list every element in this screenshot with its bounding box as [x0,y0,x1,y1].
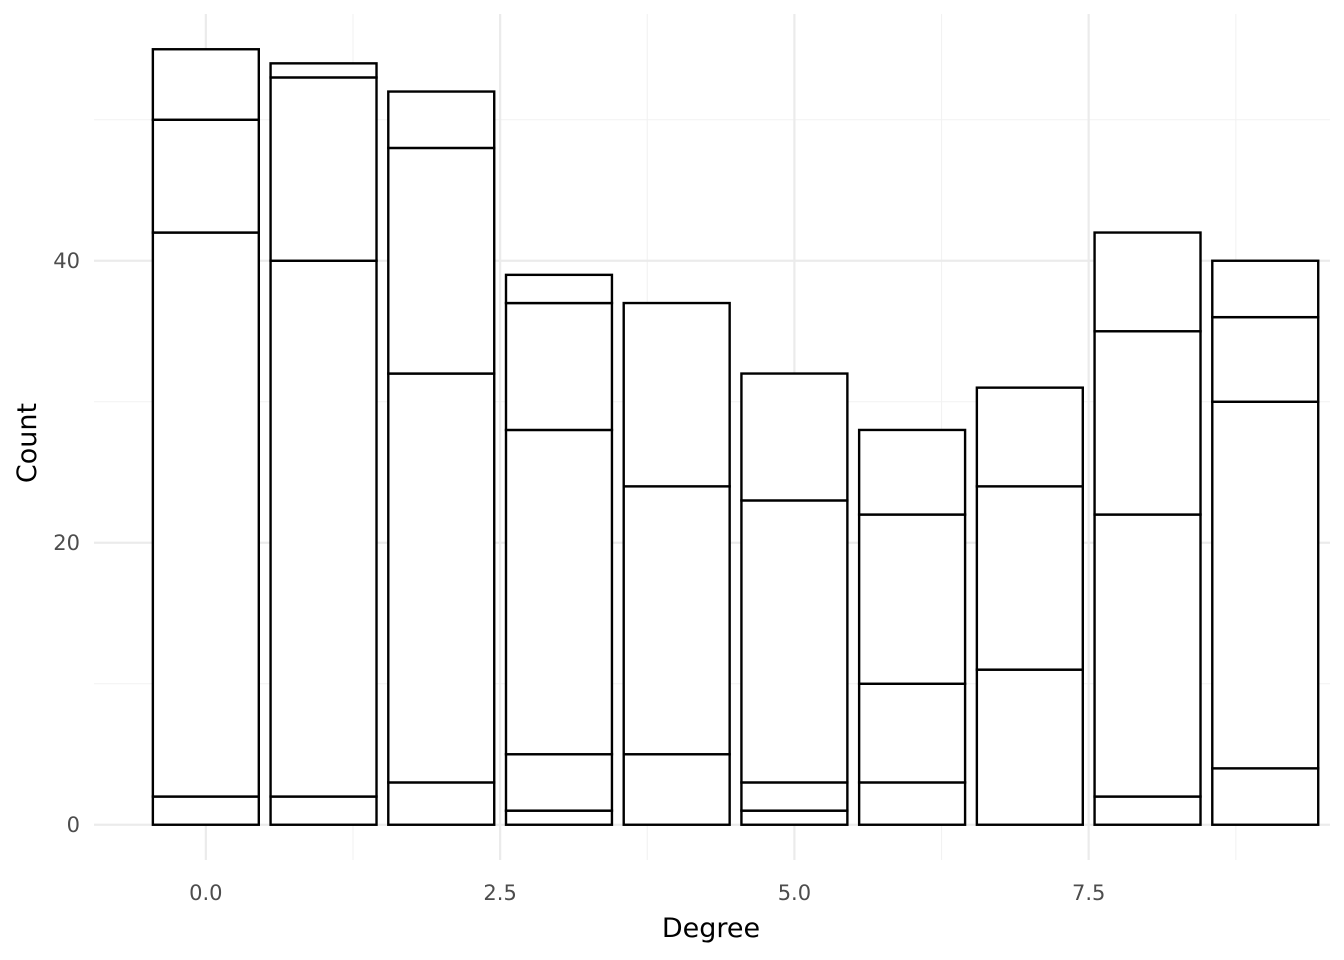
bars [151,48,1320,826]
bar-stack [622,301,731,826]
bar-segment [151,118,261,234]
y-tick-label: 40 [53,249,80,273]
bar-segment [622,485,731,756]
bar-segment [504,809,614,826]
bar-segment [975,485,1084,671]
bar-segment [151,231,261,798]
bar-stack [504,273,614,826]
bar-stack [975,386,1084,826]
bar-segment [740,372,849,502]
bar-segment [269,795,378,826]
y-axis-title: Count [12,403,43,483]
x-axis-ticks: 0.0 2.5 5.0 7.5 [189,881,1105,905]
bar-segment [740,499,849,784]
bar-segment [1093,795,1202,826]
x-axis-title: Degree [662,913,760,944]
bar-segment [740,781,849,812]
bar-segment [857,781,967,826]
bar-stack [151,48,261,826]
bar-segment [151,795,261,826]
bar-segment [857,682,967,784]
bar-segment [1093,330,1202,516]
bar-segment [269,259,378,798]
y-tick-label: 20 [53,531,80,555]
bar-segment [151,48,261,121]
bar-stack [269,62,378,826]
x-tick-label: 2.5 [483,881,516,905]
bar-stack [1093,231,1202,826]
bar-segment [622,301,731,488]
y-tick-label: 0 [67,813,80,837]
bar-segment [269,76,378,262]
y-axis-ticks: 0 20 40 [53,249,80,837]
bar-segment [1211,315,1320,403]
bar-segment [387,146,496,375]
bar-segment [1211,767,1320,826]
bar-segment [1211,400,1320,770]
bar-segment [1093,513,1202,798]
bar-stack [740,372,849,826]
bar-segment [504,753,614,812]
bar-segment [857,428,967,516]
bar-segment [504,301,614,432]
bar-segment [975,386,1084,488]
bar-segment [504,428,614,756]
bar-segment [975,668,1084,826]
x-tick-label: 7.5 [1072,881,1105,905]
bar-segment [857,513,967,685]
bar-stack [387,90,496,826]
bar-segment [1093,231,1202,333]
bar-stack [857,428,967,826]
bar-segment [740,809,849,826]
bar-segment [269,62,378,79]
bar-segment [387,90,496,150]
bar-segment [1211,259,1320,319]
bar-stack [1211,259,1320,826]
bar-segment [387,781,496,826]
x-tick-label: 5.0 [778,881,811,905]
x-tick-label: 0.0 [189,881,222,905]
bar-segment [622,753,731,826]
bar-segment [387,372,496,784]
bar-segment [504,273,614,305]
